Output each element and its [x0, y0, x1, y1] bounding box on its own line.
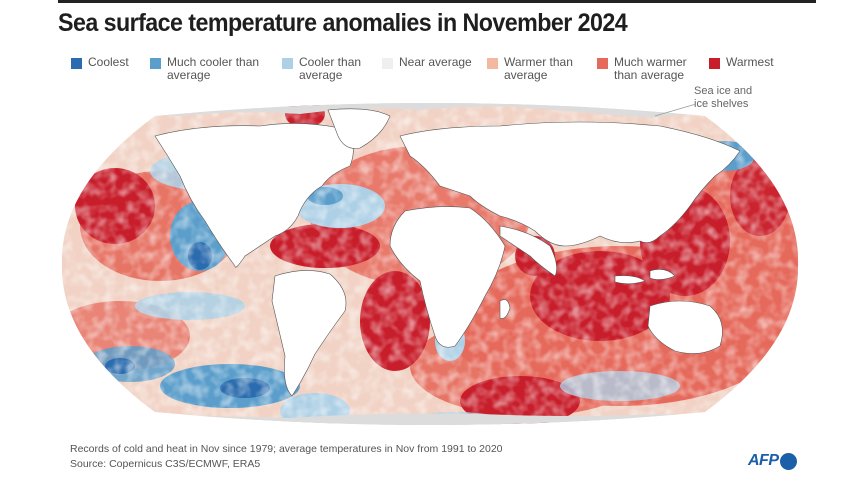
legend-swatch	[709, 58, 720, 69]
logo-dot-icon	[779, 452, 797, 470]
legend-label: Cooler than average	[299, 55, 362, 82]
legend-item-warmer: Warmer than average	[487, 56, 573, 82]
legend-label: Warmest	[726, 55, 774, 69]
top-rule	[58, 0, 816, 3]
legend-item-coolest: Coolest	[71, 56, 129, 69]
legend-item-much-warmer: Much warmer than average	[597, 56, 687, 82]
footer-note: Records of cold and heat in Nov since 19…	[70, 443, 503, 455]
sea-ice-annotation: Sea ice and ice shelves	[694, 85, 753, 110]
land-layer	[154, 108, 741, 397]
legend-label: Coolest	[88, 55, 129, 69]
footer: Records of cold and heat in Nov since 19…	[70, 442, 503, 472]
legend-swatch	[487, 58, 498, 69]
legend-label: Warmer than average	[504, 55, 573, 82]
logo-text: AFP	[748, 452, 779, 469]
legend-label: Much cooler than average	[167, 55, 260, 82]
legend-label: Near average	[399, 55, 472, 69]
legend-swatch	[71, 58, 82, 69]
afp-logo: AFP	[748, 452, 797, 470]
world-map	[61, 103, 799, 425]
legend: Coolest Much cooler than average Cooler …	[0, 56, 857, 88]
ocean-anomaly-layer	[61, 103, 799, 425]
legend-item-cooler: Cooler than average	[282, 56, 361, 82]
legend-swatch	[150, 58, 161, 69]
page-title: Sea surface temperature anomalies in Nov…	[58, 9, 628, 37]
legend-label: Much warmer than average	[614, 55, 687, 82]
legend-item-much-cooler: Much cooler than average	[150, 56, 259, 82]
footer-source: Source: Copernicus C3S/ECMWF, ERA5	[70, 458, 261, 470]
legend-item-near-average: Near average	[382, 56, 472, 69]
legend-item-warmest: Warmest	[709, 56, 774, 69]
legend-swatch	[597, 58, 608, 69]
legend-swatch	[282, 58, 293, 69]
annotation-leader-line	[654, 103, 697, 117]
legend-swatch	[382, 58, 393, 69]
